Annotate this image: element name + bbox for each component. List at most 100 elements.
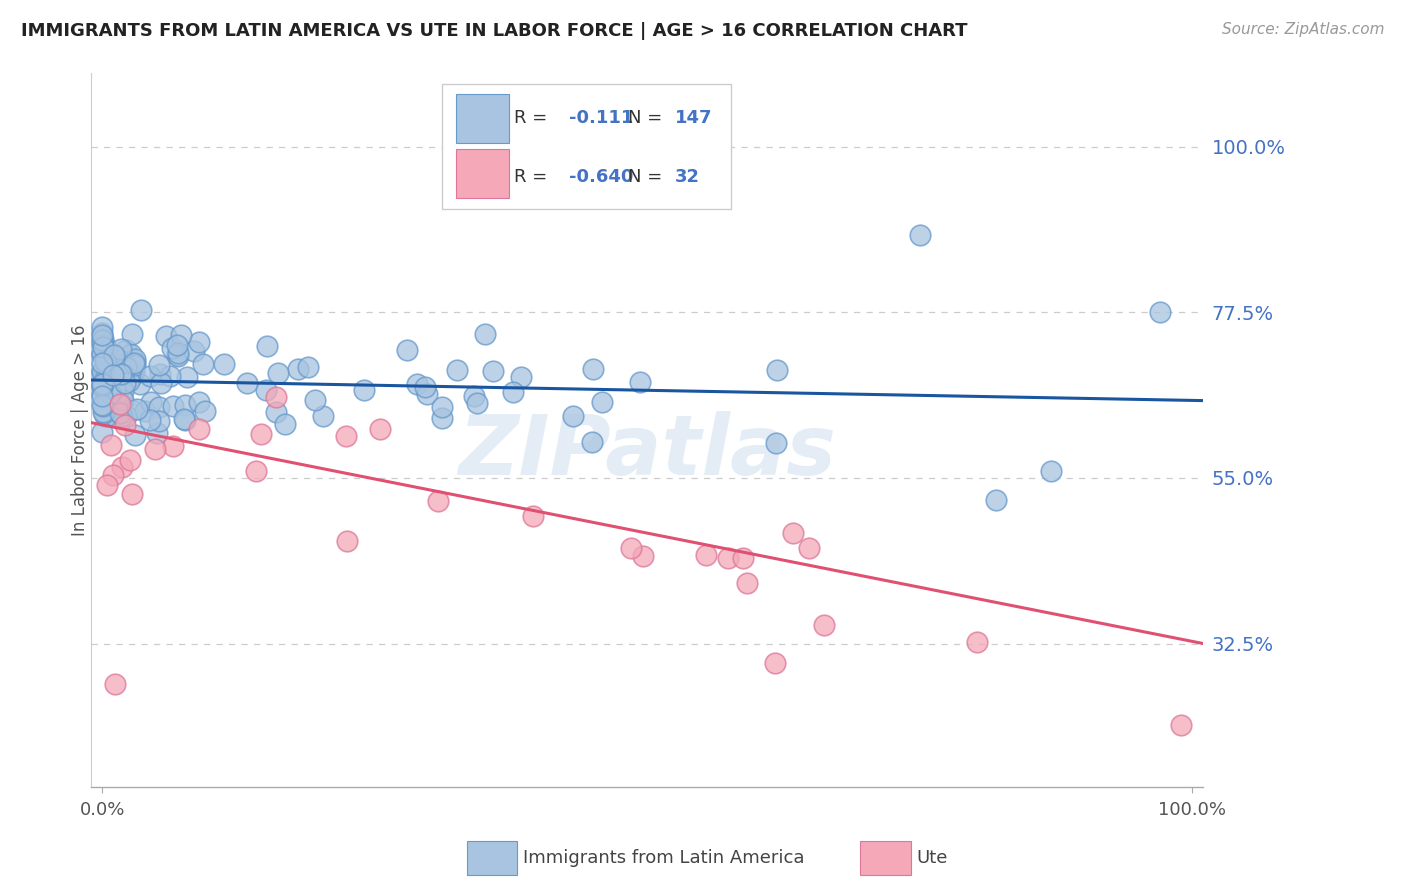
Point: [406, 377, 429, 392]
Point: [118, 452, 141, 467]
Text: 32: 32: [675, 168, 700, 186]
Point: [124, 358, 146, 372]
Point: [110, 358, 132, 372]
Point: [91, 365, 114, 379]
Point: [162, 439, 184, 453]
Point: [176, 370, 198, 384]
Point: [121, 487, 143, 501]
Point: [124, 352, 146, 367]
Point: [105, 387, 128, 401]
Point: [193, 404, 215, 418]
Point: [266, 405, 288, 419]
Text: -0.640: -0.640: [569, 168, 634, 186]
Point: [96, 409, 118, 424]
Point: [908, 227, 931, 242]
Point: [502, 384, 524, 399]
Point: [169, 328, 191, 343]
Point: [174, 398, 197, 412]
Point: [212, 357, 235, 371]
Point: [765, 363, 787, 377]
Point: [97, 369, 120, 384]
FancyBboxPatch shape: [456, 149, 509, 198]
Point: [396, 343, 419, 357]
Point: [98, 360, 121, 375]
Point: [416, 387, 439, 401]
Point: [129, 303, 152, 318]
Point: [474, 326, 496, 341]
Point: [125, 402, 148, 417]
Point: [148, 414, 170, 428]
Point: [274, 417, 297, 431]
Point: [562, 409, 585, 423]
Point: [101, 364, 124, 378]
Point: [91, 400, 114, 414]
Point: [167, 349, 190, 363]
Point: [122, 367, 145, 381]
Point: [111, 384, 134, 398]
Point: [304, 392, 326, 407]
Point: [111, 409, 134, 423]
Point: [187, 422, 209, 436]
Point: [620, 541, 643, 556]
Point: [1149, 305, 1171, 319]
Point: [155, 329, 177, 343]
Point: [763, 656, 786, 670]
FancyBboxPatch shape: [441, 84, 731, 209]
Point: [101, 368, 124, 382]
Point: [522, 508, 544, 523]
Point: [236, 376, 259, 391]
Point: [984, 493, 1007, 508]
Point: [254, 383, 277, 397]
Point: [114, 376, 136, 390]
Point: [107, 388, 129, 402]
Point: [101, 395, 124, 409]
Point: [467, 396, 489, 410]
Point: [98, 386, 121, 401]
Point: [446, 362, 468, 376]
Point: [91, 378, 114, 392]
Point: [91, 346, 114, 360]
Point: [110, 367, 132, 381]
Text: -0.111: -0.111: [569, 109, 634, 127]
Point: [91, 377, 114, 392]
Point: [91, 348, 114, 362]
Point: [111, 393, 134, 408]
Point: [124, 428, 146, 442]
Point: [695, 548, 717, 562]
Point: [91, 333, 114, 347]
Point: [174, 413, 197, 427]
Point: [256, 339, 278, 353]
Text: Ute: Ute: [917, 849, 948, 867]
Point: [111, 392, 134, 406]
Point: [813, 618, 835, 632]
Point: [96, 342, 118, 356]
Point: [117, 374, 139, 388]
Point: [1170, 717, 1192, 731]
Point: [110, 342, 132, 356]
Point: [249, 426, 271, 441]
Point: [111, 459, 134, 474]
Point: [93, 337, 115, 351]
Point: [91, 379, 114, 393]
Point: [188, 334, 211, 349]
Point: [91, 355, 114, 369]
Text: Immigrants from Latin America: Immigrants from Latin America: [523, 849, 804, 867]
Point: [110, 387, 132, 401]
Point: [430, 401, 453, 415]
Point: [264, 390, 287, 404]
Point: [628, 375, 651, 389]
Point: [266, 367, 288, 381]
Point: [115, 343, 138, 358]
Point: [111, 367, 134, 381]
Point: [108, 406, 131, 420]
Point: [148, 358, 170, 372]
Point: [94, 372, 117, 386]
Point: [93, 383, 115, 397]
Point: [159, 369, 181, 384]
Point: [94, 358, 117, 372]
Point: [148, 401, 170, 415]
Point: [91, 336, 114, 351]
Point: [162, 400, 184, 414]
Point: [114, 417, 136, 432]
Point: [731, 551, 754, 566]
